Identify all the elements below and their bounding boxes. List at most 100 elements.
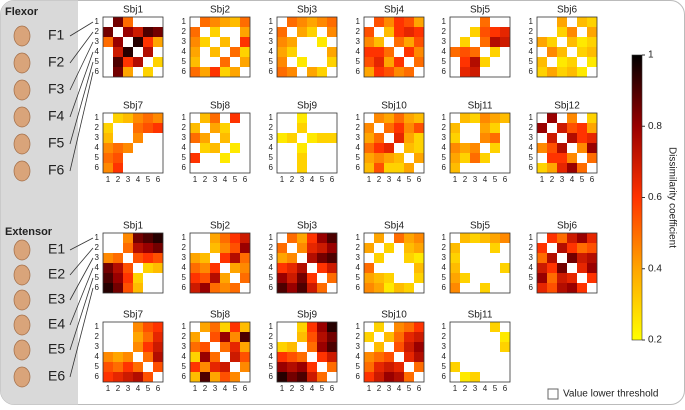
cell: [220, 233, 230, 243]
cell: [394, 163, 404, 173]
connector: [69, 51, 94, 118]
matrix-border: [449, 321, 511, 383]
row-tick-label: 4: [95, 352, 100, 361]
cell: [133, 372, 143, 382]
cell: [287, 47, 297, 57]
cell: [220, 332, 230, 342]
cell: [277, 27, 287, 37]
row-tick-label: 3: [95, 133, 100, 142]
connector: [69, 247, 94, 276]
cell: [307, 273, 317, 283]
subject-title: Sbj8: [210, 101, 230, 112]
cell: [384, 47, 394, 57]
cell: [587, 113, 597, 123]
row-tick-label: 3: [182, 342, 187, 351]
row-tick-label: 4: [529, 143, 534, 152]
cell: [577, 123, 587, 133]
col-tick-label: 2: [203, 175, 208, 184]
cell: [210, 67, 220, 77]
group-title: Extensor: [5, 226, 53, 238]
cell: [414, 243, 424, 253]
row-tick-label: 4: [442, 352, 447, 361]
cell: [133, 123, 143, 133]
colorbar: [631, 54, 643, 341]
row-tick-label: 2: [269, 27, 274, 36]
subject-title: Sbj3: [297, 5, 317, 16]
matrix-border: [536, 16, 598, 78]
cell: [567, 57, 577, 67]
cell: [210, 332, 220, 342]
hand-icon: [13, 106, 31, 128]
matrix-border: [189, 112, 251, 174]
row-tick-label: 2: [442, 123, 447, 132]
cell: [200, 113, 210, 123]
cell: [384, 362, 394, 372]
cell: [490, 243, 500, 253]
cell: [317, 342, 327, 352]
row-tick-label: 4: [356, 263, 361, 272]
row-tick-label: 4: [269, 352, 274, 361]
cell: [200, 322, 210, 332]
row-tick-label: 4: [356, 352, 361, 361]
row-tick-label: 6: [356, 163, 361, 172]
row-tick-label: 1: [269, 322, 274, 331]
cell: [557, 67, 567, 77]
group-title: Flexor: [5, 6, 39, 18]
cell: [364, 163, 374, 173]
cell: [103, 143, 113, 153]
cell: [143, 37, 153, 47]
connector: [69, 61, 94, 145]
cell: [470, 153, 480, 163]
row-tick-label: 1: [95, 113, 100, 122]
cell: [374, 322, 384, 332]
cell: [200, 273, 210, 283]
cell: [307, 372, 317, 382]
cell: [143, 352, 153, 362]
matrix-border: [276, 112, 338, 174]
cell: [364, 372, 374, 382]
cell: [327, 263, 337, 273]
cell: [470, 67, 480, 77]
cell: [384, 143, 394, 153]
cell: [297, 163, 307, 173]
row-tick-label: 2: [182, 332, 187, 341]
cell: [577, 283, 587, 293]
cell: [113, 143, 123, 153]
col-tick-label: 2: [463, 175, 468, 184]
cell: [384, 372, 394, 382]
matrix-border: [276, 16, 338, 78]
cell: [297, 113, 307, 123]
col-tick-label: 2: [550, 175, 555, 184]
row-tick-label: 3: [182, 37, 187, 46]
cell: [384, 153, 394, 163]
cell: [240, 322, 250, 332]
cell: [153, 233, 163, 243]
cell: [374, 153, 384, 163]
hand-icon: [13, 79, 31, 101]
row-tick-label: 1: [269, 233, 274, 242]
row-tick-label: 3: [442, 133, 447, 142]
cell: [567, 113, 577, 123]
row-tick-label: 6: [182, 163, 187, 172]
cell: [220, 372, 230, 382]
col-tick-label: 5: [146, 384, 151, 393]
cell: [327, 322, 337, 332]
cell: [277, 362, 287, 372]
col-tick-label: 4: [310, 175, 315, 184]
subject-title: Sbj6: [557, 5, 577, 16]
row-tick-label: 6: [182, 283, 187, 292]
cell: [230, 332, 240, 342]
cell: [297, 27, 307, 37]
row-tick-label: 1: [442, 113, 447, 122]
cell: [297, 263, 307, 273]
row-tick-label: 3: [356, 37, 361, 46]
hand-icon: [13, 314, 31, 336]
cell: [287, 372, 297, 382]
cell: [113, 37, 123, 47]
cell: [123, 283, 133, 293]
cell: [190, 123, 200, 133]
cell: [297, 243, 307, 253]
cell: [374, 143, 384, 153]
matrix-border: [536, 112, 598, 174]
cell: [240, 243, 250, 253]
